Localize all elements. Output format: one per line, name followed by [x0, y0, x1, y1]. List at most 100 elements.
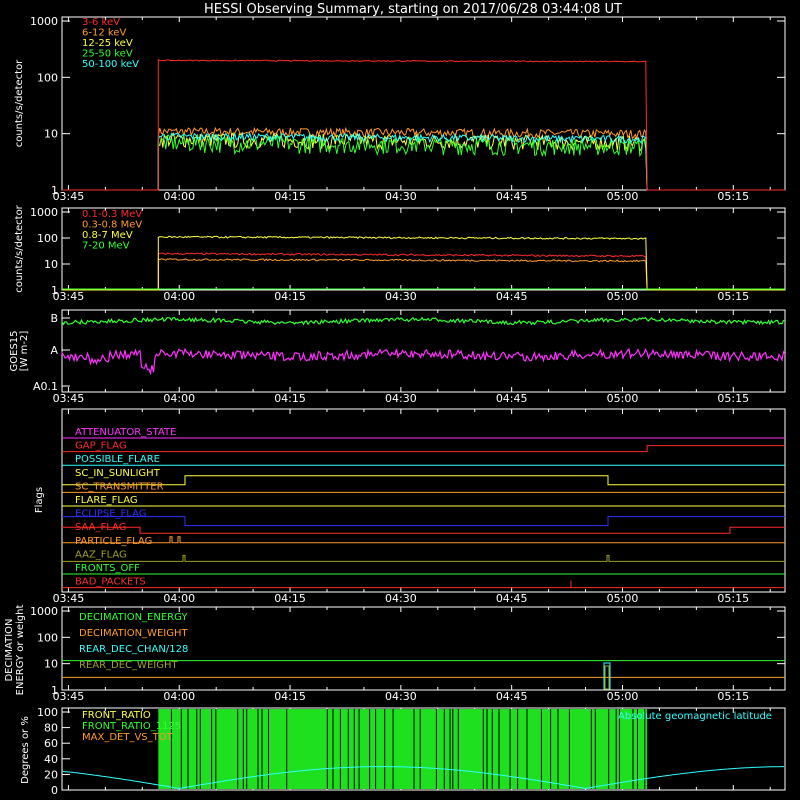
goes-short-line	[61, 347, 786, 376]
x-tick-label: 03:45	[53, 190, 85, 203]
x-tick-label: 05:15	[717, 190, 749, 203]
front-ratio-gap	[196, 709, 198, 789]
y-tick-label: 10	[44, 658, 58, 671]
x-tick-label: 04:30	[385, 690, 417, 703]
y-tick-label: 100	[37, 232, 58, 245]
front-ratio-gap	[180, 709, 182, 789]
y-axis-label-1: counts/s/detector	[14, 59, 25, 147]
x-tick-label: 05:15	[717, 290, 749, 303]
x-tick-label: 05:00	[607, 690, 639, 703]
y-tick-label: 80	[44, 722, 58, 735]
legend-entry-1: FRONT_RATIO	[82, 710, 151, 721]
y-tick-label: 40	[44, 753, 58, 766]
series-line-0.8-7-MeV	[62, 235, 785, 291]
front-ratio-gap	[632, 709, 634, 789]
legend-entry-1: 3-6 keV	[82, 17, 120, 28]
legend-entry-3: REAR_DEC_CHAN/128	[79, 644, 188, 655]
legend-entry-1: 0.1-0.3 MeV	[82, 209, 142, 220]
x-tick-label: 04:30	[385, 290, 417, 303]
x-tick-label: 04:15	[274, 392, 306, 405]
front-ratio-gap	[413, 709, 415, 789]
x-tick-label: 05:15	[717, 592, 749, 605]
legend-entry-4: 25-50 keV	[82, 49, 133, 60]
front-ratio-gap	[199, 709, 201, 789]
flag-label-aaz_flag: AAZ_FLAG	[75, 549, 127, 560]
x-tick-label: 05:15	[717, 690, 749, 703]
x-tick-label: 04:45	[496, 392, 528, 405]
legend-entry-2: FRONT_RATIO_1125	[82, 721, 181, 732]
x-tick-label: 05:00	[607, 592, 639, 605]
y-tick-label: 10	[44, 128, 58, 141]
flag-line-aaz_flag	[62, 554, 785, 562]
front-ratio-gap	[550, 709, 552, 789]
series-line-50-100-keV	[62, 131, 785, 191]
x-tick-label: 04:30	[385, 392, 417, 405]
x-tick-label: 03:45	[53, 690, 85, 703]
legend-entry-geomagnetic: Absolute geomagnetic latitude	[618, 711, 772, 722]
flag-line-eclipse_flag	[62, 516, 785, 527]
front-ratio-gap	[242, 709, 244, 789]
goes-long-line	[61, 316, 786, 326]
front-ratio-fill	[158, 709, 648, 789]
panel-frame-1	[61, 16, 786, 191]
flag-label-possible_flare: POSSIBLE_FLARE	[75, 454, 160, 465]
x-tick-label: 04:00	[163, 690, 195, 703]
flag-label-sc_transmitter: SC_TRANSMITTER	[75, 481, 164, 492]
x-tick-label: 04:00	[163, 592, 195, 605]
y-tick-label: 1000	[30, 206, 58, 219]
series-line-0.3-0.8-MeV	[62, 257, 785, 291]
front-ratio-gap	[449, 709, 451, 789]
front-ratio-gap	[637, 709, 638, 789]
panel-frame-3	[61, 309, 786, 393]
series-line-12-25-keV	[62, 131, 785, 191]
panel-frame-6	[61, 707, 786, 791]
flag-label-saa_flag: SAA_FLAG	[75, 522, 126, 533]
flag-label-attenuator_state: ATTENUATOR_STATE	[75, 427, 176, 438]
front-ratio-gap	[237, 709, 239, 789]
y-axis-label-2: counts/s/detector	[14, 204, 25, 292]
legend-entry-2: 0.3-0.8 MeV	[82, 220, 142, 231]
front-ratio-gap	[211, 709, 213, 789]
front-ratio-gap	[435, 709, 437, 789]
legend-entry-3: 12-25 keV	[82, 38, 133, 49]
y-tick-label: A	[50, 344, 58, 357]
front-ratio-gap	[568, 709, 570, 789]
flag-label-gap_flag: GAP_FLAG	[75, 441, 127, 452]
legend-entry-2: DECIMATION_WEIGHT	[79, 628, 188, 639]
x-tick-label: 04:30	[385, 592, 417, 605]
y-tick-label: B	[50, 312, 58, 325]
panel-frame-5	[61, 606, 786, 691]
front-ratio-gap	[498, 709, 500, 789]
flag-label-fronts_off: FRONTS_OFF	[75, 563, 140, 574]
y-tick-label: 0	[51, 784, 58, 797]
flag-line-sc_in_sunlight	[62, 475, 785, 486]
y-tick-label: 1000	[30, 15, 58, 28]
flag-label-eclipse_flag: ECLIPSE_FLAG	[75, 509, 146, 520]
x-tick-label: 04:15	[274, 592, 306, 605]
legend-entry-3: MAX_DET_VS_TOT	[82, 732, 174, 743]
front-ratio-gap	[452, 709, 454, 789]
front-ratio-gap	[557, 709, 559, 789]
panel-frame-4	[61, 408, 786, 593]
legend-entry-3: 0.8-7 MeV	[82, 230, 133, 241]
front-ratio-gap	[443, 709, 445, 789]
x-tick-label: 05:00	[607, 392, 639, 405]
front-ratio-gap	[526, 709, 528, 789]
geomagnetic-latitude-line	[61, 766, 784, 789]
x-tick-label: 03:45	[53, 592, 85, 605]
x-tick-label: 04:45	[496, 592, 528, 605]
flag-line-gap_flag	[62, 445, 785, 453]
flag-line-saa_flag	[62, 526, 785, 534]
legend-entry-5: 50-100 keV	[82, 59, 139, 70]
flag-line-bad_packets	[62, 580, 785, 589]
front-ratio-gap	[358, 709, 360, 789]
x-tick-label: 04:00	[163, 392, 195, 405]
front-ratio-gap	[486, 709, 488, 789]
y-tick-label: 100	[37, 631, 58, 644]
rear-dec-weight-spike	[604, 665, 610, 690]
legend-entry-1: DECIMATION_ENERGY	[79, 612, 188, 623]
y-tick-label: 100	[37, 71, 58, 84]
y-axis-label-4: Flags	[34, 487, 45, 513]
flag-line-particle_flag	[62, 536, 785, 544]
y-axis-label-3: GOES15	[9, 330, 20, 371]
